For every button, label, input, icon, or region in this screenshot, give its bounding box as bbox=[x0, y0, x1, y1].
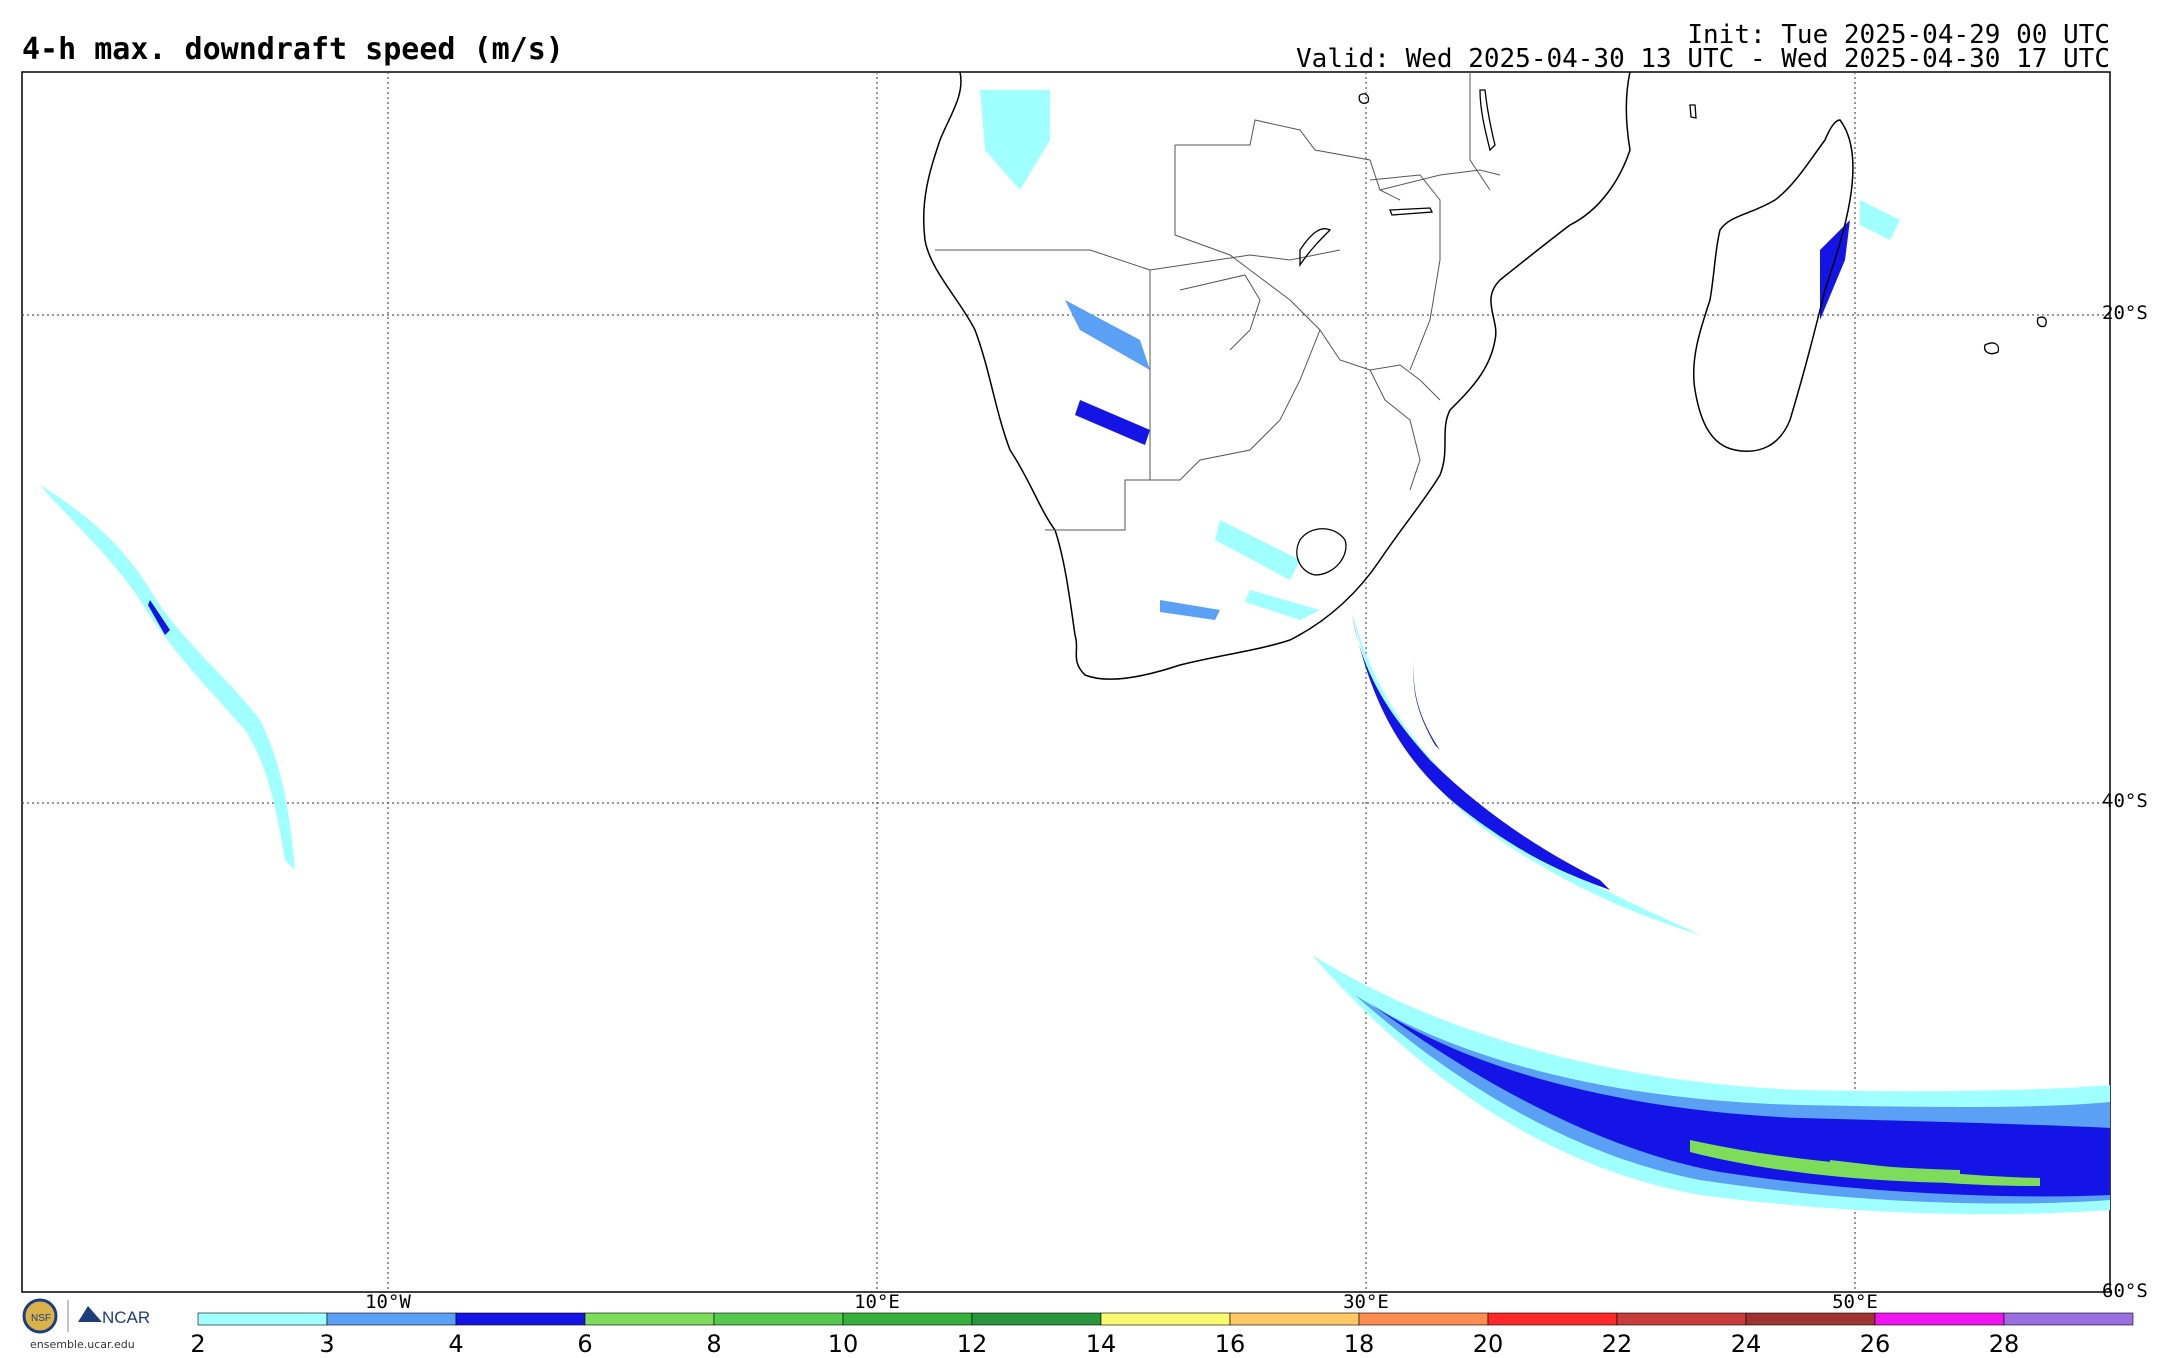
colorbar-swatch bbox=[2003, 1312, 2134, 1326]
ncar-text: NCAR bbox=[102, 1308, 151, 1327]
downdraft-field-southern-band bbox=[1312, 955, 2110, 1215]
colorbar-tick-label: 18 bbox=[1343, 1330, 1375, 1358]
colorbar-tick-label: 2 bbox=[190, 1330, 206, 1358]
coastline-africa bbox=[922, 71, 1631, 680]
lon-label-30e: 30°E bbox=[1343, 1291, 1389, 1313]
colorbar-swatch bbox=[971, 1312, 1102, 1326]
colorbar-tick-label: 6 bbox=[577, 1330, 593, 1358]
colorbar-tick-label: 10 bbox=[827, 1330, 859, 1358]
colorbar-swatch bbox=[1487, 1312, 1618, 1326]
colorbar-tick-label: 3 bbox=[319, 1330, 335, 1358]
lon-label-10w: 10°W bbox=[365, 1291, 411, 1313]
colorbar-tick-label: 24 bbox=[1730, 1330, 1762, 1358]
colorbar-tick-label: 16 bbox=[1214, 1330, 1246, 1358]
colorbar-tick-label: 20 bbox=[1472, 1330, 1504, 1358]
lat-label-20s: 20°S bbox=[2102, 302, 2148, 324]
colorbar-swatch bbox=[1100, 1312, 1231, 1326]
ncar-wave-icon bbox=[78, 1306, 102, 1322]
page-title: 4-h max. downdraft speed (m/s) bbox=[22, 32, 564, 67]
colorbar-tick-label: 14 bbox=[1085, 1330, 1117, 1358]
colorbar-swatch bbox=[197, 1312, 328, 1326]
colorbar-swatch bbox=[1229, 1312, 1360, 1326]
islands bbox=[1689, 104, 2047, 355]
colorbar-tick-label: 22 bbox=[1601, 1330, 1633, 1358]
coastline-madagascar bbox=[1692, 119, 1854, 452]
valid-time: Valid: Wed 2025-04-30 13 UTC - Wed 2025-… bbox=[1296, 44, 2110, 74]
downdraft-field-west bbox=[40, 485, 295, 870]
logo-url: ensemble.ucar.edu bbox=[30, 1338, 135, 1351]
colorbar-swatch bbox=[1616, 1312, 1747, 1326]
colorbar-swatch bbox=[1874, 1312, 2005, 1326]
colorbar-tick-label: 26 bbox=[1859, 1330, 1891, 1358]
colorbar bbox=[197, 1312, 2134, 1326]
colorbar-swatch bbox=[455, 1312, 586, 1326]
colorbar-tick-label: 8 bbox=[706, 1330, 722, 1358]
lat-label-60s: 60°S bbox=[2102, 1280, 2148, 1302]
lon-label-50e: 50°E bbox=[1832, 1291, 1878, 1313]
country-borders bbox=[935, 72, 1501, 531]
colorbar-swatch bbox=[584, 1312, 715, 1326]
ncar-logo: NSF bbox=[22, 1298, 102, 1334]
init-time: Init: Tue 2025-04-29 00 UTC bbox=[1687, 20, 2110, 50]
colorbar-swatch bbox=[1745, 1312, 1876, 1326]
downdraft-field-land bbox=[980, 90, 1900, 620]
lesotho-outline bbox=[1296, 528, 1347, 576]
nsf-seal-text: NSF bbox=[31, 1313, 51, 1324]
lakes bbox=[1299, 89, 1496, 268]
nsf-seal-icon bbox=[22, 1298, 58, 1334]
colorbar-tick-label: 4 bbox=[448, 1330, 464, 1358]
colorbar-tick-label: 12 bbox=[956, 1330, 988, 1358]
gridlines bbox=[22, 72, 2110, 1292]
colorbar-swatch bbox=[1358, 1312, 1489, 1326]
lat-label-40s: 40°S bbox=[2102, 790, 2148, 812]
colorbar-swatch bbox=[326, 1312, 457, 1326]
colorbar-swatch bbox=[842, 1312, 973, 1326]
colorbar-swatch bbox=[713, 1312, 844, 1326]
colorbar-tick-label: 28 bbox=[1988, 1330, 2020, 1358]
lon-label-10e: 10°E bbox=[854, 1291, 900, 1313]
